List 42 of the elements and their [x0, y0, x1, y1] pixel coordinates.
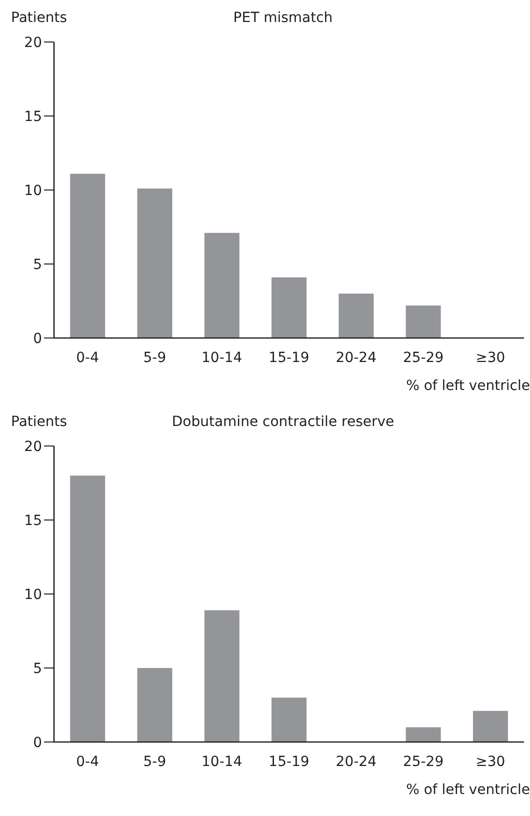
y-tick-label: 0: [33, 734, 42, 751]
y-tick-label: 10: [24, 586, 42, 603]
y-tick-label: 5: [33, 256, 42, 273]
x-tick-label: 15-19: [268, 350, 310, 366]
bar: [472, 710, 508, 742]
y-tick-label: 20: [24, 438, 42, 455]
bar: [70, 174, 106, 338]
bar: [272, 277, 307, 338]
x-tick-label: 15-19: [268, 754, 310, 770]
bar: [272, 698, 307, 742]
y-tick-label: 0: [33, 330, 42, 347]
x-tick-label: 25-29: [402, 754, 444, 770]
y-tick-label: 5: [33, 660, 42, 677]
x-tick-label: ≥30: [476, 754, 506, 770]
y-tick-label: 20: [24, 34, 42, 51]
bar: [406, 727, 441, 742]
bar: [137, 188, 172, 338]
x-tick-label: ≥30: [476, 350, 506, 366]
x-tick-label: 20-24: [336, 350, 377, 366]
x-tick-label: 0-4: [76, 754, 100, 770]
chart-title: PET mismatch: [232, 10, 334, 26]
bar: [70, 476, 106, 742]
x-tick-label: 0-4: [76, 350, 100, 366]
bar: [406, 305, 441, 338]
x-tick-label: 5-9: [143, 350, 166, 366]
y-tick-label: 15: [24, 108, 42, 125]
bar: [137, 668, 172, 742]
x-axis-title: % of left ventricle: [406, 782, 530, 798]
bar: [338, 294, 374, 338]
x-tick-label: 5-9: [143, 754, 166, 770]
y-axis-title: Patients: [11, 414, 68, 430]
x-tick-label: 10-14: [202, 350, 242, 366]
x-tick-label: 20-24: [336, 754, 377, 770]
x-axis-title: % of left ventricle: [406, 378, 530, 394]
x-tick-label: 25-29: [402, 350, 444, 366]
y-axis-title: Patients: [11, 10, 68, 26]
y-tick-label: 15: [24, 512, 42, 529]
bar: [204, 232, 240, 338]
y-tick-label: 10: [24, 182, 42, 199]
x-tick-label: 10-14: [202, 754, 242, 770]
chart-title: Dobutamine contractile reserve: [170, 414, 396, 430]
bar: [204, 610, 240, 742]
